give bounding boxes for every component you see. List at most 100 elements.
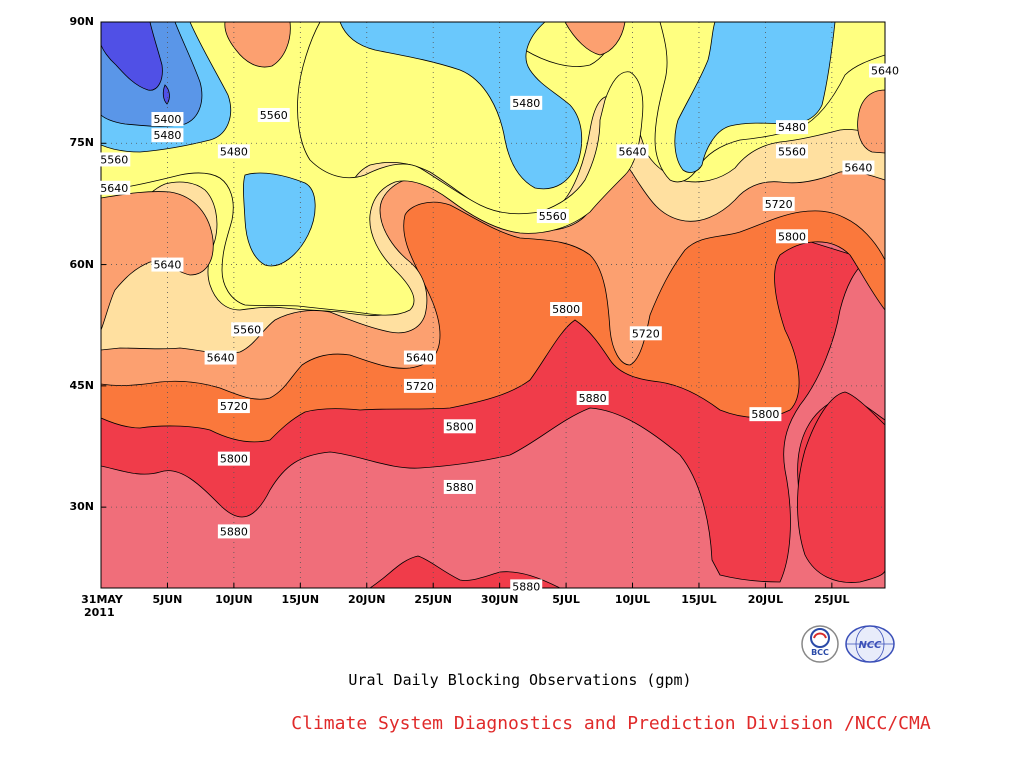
contour-label: 5800 bbox=[550, 302, 583, 317]
contour-label-box bbox=[510, 579, 543, 594]
x-tick-label: 5JUL bbox=[552, 593, 580, 606]
contour-label-box bbox=[536, 209, 569, 224]
contour-label-text: 5880 bbox=[579, 392, 607, 405]
contour-label: 5720 bbox=[217, 399, 250, 414]
contour-label: 5480 bbox=[217, 144, 250, 159]
contour-label-text: 5480 bbox=[153, 129, 181, 142]
contour-label-box bbox=[403, 350, 436, 365]
contour-label-text: 5560 bbox=[539, 210, 567, 223]
contour-label-text: 5640 bbox=[619, 145, 647, 158]
x-tick-label: 5JUN bbox=[152, 593, 183, 606]
contour-label-text: 5800 bbox=[552, 303, 580, 316]
contour-label: 5640 bbox=[869, 63, 901, 78]
contour-label: 5720 bbox=[762, 196, 795, 211]
contour-label: 5560 bbox=[98, 152, 131, 167]
contour-label-text: 5640 bbox=[100, 182, 128, 195]
contour-label: 5640 bbox=[151, 257, 184, 272]
contour-label-text: 5560 bbox=[233, 323, 261, 336]
contour-label-box bbox=[443, 479, 476, 494]
contour-label: 5800 bbox=[775, 229, 808, 244]
contour-label-box bbox=[98, 152, 131, 167]
contour-label-text: 5640 bbox=[844, 162, 872, 175]
band-fill bbox=[674, 22, 836, 173]
contour-label-text: 5800 bbox=[220, 453, 248, 466]
y-tick-label: 60N bbox=[69, 257, 94, 271]
contour-label-text: 5640 bbox=[406, 352, 434, 365]
contour-label-box bbox=[217, 451, 250, 466]
x-axis-year: 2011 bbox=[84, 606, 115, 619]
contour-label: 5640 bbox=[616, 144, 649, 159]
contour-label: 5720 bbox=[629, 326, 662, 341]
x-tick-label: 31MAY bbox=[81, 593, 123, 606]
contour-label-box bbox=[98, 180, 131, 195]
contour-label: 5880 bbox=[217, 524, 250, 539]
band-fill bbox=[797, 391, 885, 583]
contour-label-text: 5800 bbox=[778, 230, 806, 243]
contour-label: 5560 bbox=[536, 209, 569, 224]
x-tick-label: 30JUN bbox=[480, 593, 519, 606]
ncc-logo-text: NCC bbox=[858, 640, 882, 651]
band-fill bbox=[857, 89, 885, 154]
chart-caption: Ural Daily Blocking Observations (gpm) bbox=[348, 671, 692, 689]
contour-label-text: 5720 bbox=[632, 327, 660, 340]
contour-label: 5560 bbox=[231, 322, 264, 337]
contour-label-text: 5640 bbox=[207, 352, 235, 365]
contour-label-box bbox=[842, 160, 875, 175]
contour-label-box bbox=[629, 326, 662, 341]
band-fill bbox=[162, 84, 170, 105]
contour-label-box bbox=[443, 419, 476, 434]
contour-label-box bbox=[775, 229, 808, 244]
contour-label: 5400 bbox=[151, 112, 184, 127]
contour-label: 5800 bbox=[443, 419, 476, 434]
contour-label: 5480 bbox=[510, 95, 543, 110]
contour-label-box bbox=[217, 399, 250, 414]
contour-label-box bbox=[257, 107, 290, 122]
contour-label-box bbox=[869, 63, 901, 78]
x-tick-label: 15JUL bbox=[681, 593, 717, 606]
contour-label-text: 5720 bbox=[765, 198, 793, 211]
contour-label: 5640 bbox=[403, 350, 436, 365]
contour-label-text: 5800 bbox=[446, 420, 474, 433]
contour-label: 5800 bbox=[217, 451, 250, 466]
band-fill bbox=[101, 22, 163, 91]
y-tick-label: 75N bbox=[69, 136, 94, 150]
contour-label-text: 5560 bbox=[100, 153, 128, 166]
plot-frame bbox=[100, 21, 886, 589]
contour-label: 5480 bbox=[151, 128, 184, 143]
contour-label-box bbox=[231, 322, 264, 337]
contour-label-box bbox=[775, 144, 808, 159]
bcc-logo-text: BCC bbox=[811, 648, 829, 657]
x-tick-label: 10JUL bbox=[614, 593, 651, 606]
contour-label-box bbox=[762, 196, 795, 211]
contour-labels: 5400 5480 5560 5640 5640 5480 5560 5560 5640 5720… bbox=[98, 63, 901, 594]
band-fill bbox=[243, 172, 316, 267]
band-fill bbox=[564, 22, 626, 56]
contour-label-box bbox=[403, 378, 436, 393]
contour-label: 5880 bbox=[443, 479, 476, 494]
contour-label-text: 5400 bbox=[153, 113, 181, 126]
contour-label: 5880 bbox=[576, 390, 609, 405]
grid-lines bbox=[101, 22, 885, 588]
contour-label-box bbox=[775, 120, 808, 135]
contour-label-text: 5480 bbox=[778, 121, 806, 134]
contour-label: 5560 bbox=[775, 144, 808, 159]
x-tick-label: 25JUL bbox=[814, 593, 850, 606]
x-tick-label: 25JUN bbox=[414, 593, 452, 606]
contour-label-box bbox=[550, 302, 583, 317]
contour-label-text: 5880 bbox=[220, 525, 248, 538]
contour-label-box bbox=[616, 144, 649, 159]
contour-label: 5800 bbox=[749, 407, 782, 422]
x-tick-label: 20JUN bbox=[347, 593, 386, 606]
x-tick-marks bbox=[100, 583, 833, 588]
y-tick-label: 30N bbox=[69, 500, 94, 514]
y-tick-label: 45N bbox=[69, 378, 94, 392]
contour-label-text: 5480 bbox=[512, 97, 540, 110]
contour-label-box bbox=[151, 112, 184, 127]
contour-label: 5880 bbox=[510, 579, 543, 594]
contour-label: 5720 bbox=[403, 378, 436, 393]
contour-label-box bbox=[151, 257, 184, 272]
contour-label-text: 5640 bbox=[153, 259, 181, 272]
contour-label-box bbox=[217, 524, 250, 539]
y-tick-marks bbox=[101, 21, 106, 508]
contour-label-text: 5480 bbox=[220, 145, 248, 158]
